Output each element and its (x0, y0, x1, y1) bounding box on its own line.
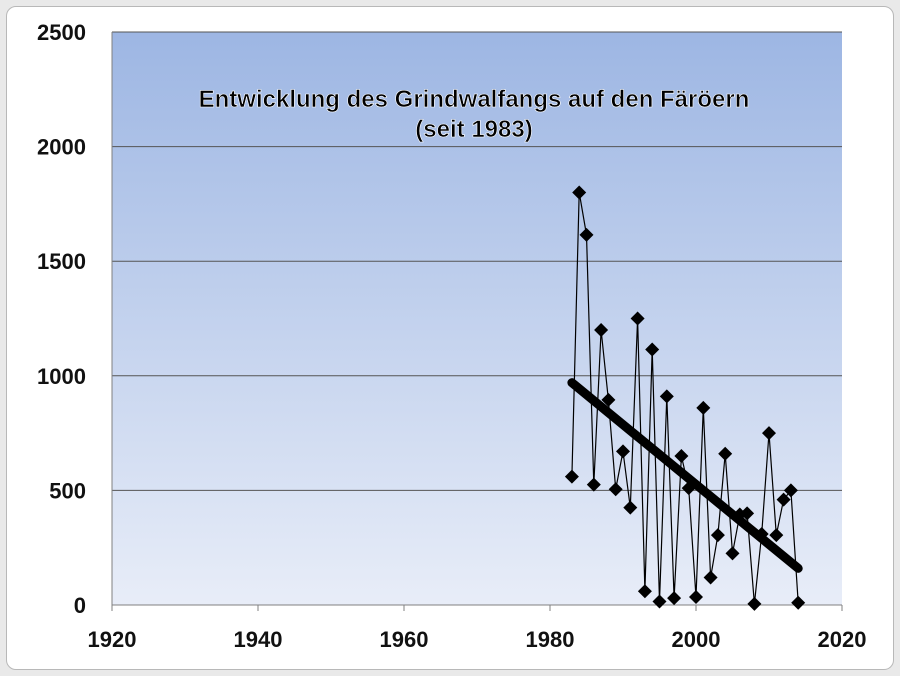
y-tick-2500: 2500 (37, 20, 86, 45)
data-point-2004 (718, 446, 733, 461)
y-tick-2000: 2000 (37, 135, 86, 160)
data-point-2008 (747, 596, 762, 611)
x-tick-1960: 1960 (380, 627, 429, 652)
chart-title: Entwicklung des Grindwalfangs auf den Fä… (199, 86, 750, 113)
data-point-1986 (586, 477, 601, 492)
chart-subtitle: (seit 1983) (415, 116, 532, 143)
data-markers (564, 185, 806, 611)
data-point-1992 (630, 311, 645, 326)
data-point-1994 (645, 342, 660, 357)
x-tick-2020: 2020 (818, 627, 867, 652)
data-point-2013 (783, 483, 798, 498)
y-tick-1000: 1000 (37, 364, 86, 389)
data-point-1985 (579, 227, 594, 242)
x-tick-1980: 1980 (526, 627, 575, 652)
data-point-1996 (659, 389, 674, 404)
x-tick-1940: 1940 (234, 627, 283, 652)
x-tick-labels: 1920 1940 1960 1980 2000 2020 (88, 627, 867, 652)
y-tick-500: 500 (49, 478, 86, 503)
data-point-2002 (703, 570, 718, 585)
y-tick-0: 0 (74, 593, 86, 618)
data-point-1998 (674, 449, 689, 464)
data-point-1991 (623, 500, 638, 515)
data-point-1988 (601, 392, 616, 407)
data-point-1987 (594, 322, 609, 337)
x-tick-1920: 1920 (88, 627, 137, 652)
axes (111, 32, 843, 611)
data-point-1995 (652, 594, 667, 609)
data-point-2005 (725, 546, 740, 561)
data-point-2001 (696, 400, 711, 415)
data-point-2011 (769, 528, 784, 543)
data-point-1990 (616, 444, 630, 459)
data-point-2009 (754, 526, 769, 541)
gridlines (112, 31, 842, 491)
data-point-1983 (564, 469, 579, 484)
data-point-2014 (791, 595, 806, 610)
data-point-1984 (572, 185, 587, 200)
data-point-2003 (710, 528, 725, 543)
data-point-2007 (740, 506, 755, 521)
y-tick-labels: 0 500 1000 1500 2000 2500 (37, 20, 86, 618)
data-point-1999 (681, 481, 696, 496)
x-tick-2000: 2000 (672, 627, 721, 652)
data-point-2000 (689, 589, 703, 604)
data-point-1997 (667, 591, 682, 606)
data-point-2010 (762, 426, 776, 441)
data-point-1993 (637, 584, 652, 599)
data-point-1989 (608, 482, 623, 497)
y-tick-1500: 1500 (37, 249, 86, 274)
data-point-2012 (776, 492, 791, 507)
